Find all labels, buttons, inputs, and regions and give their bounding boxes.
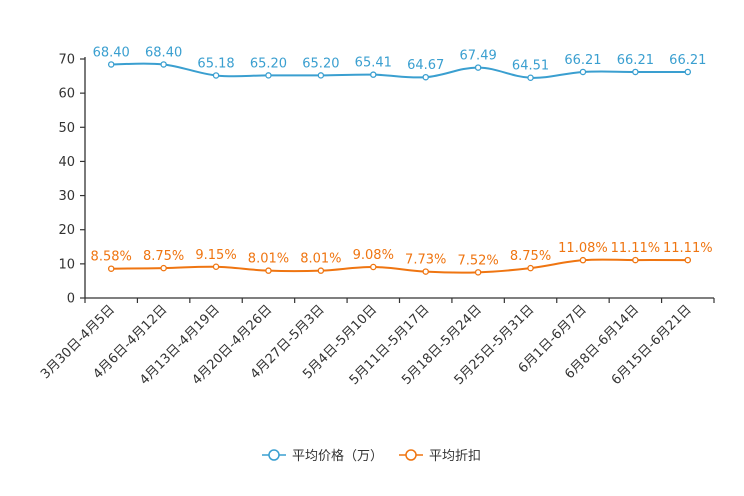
data-point[interactable]: [527, 74, 534, 81]
data-label: 65.18: [197, 56, 234, 71]
data-label: 64.67: [407, 58, 444, 73]
y-tick-label: 70: [58, 53, 75, 68]
y-tick-label: 30: [58, 189, 75, 204]
data-point[interactable]: [265, 267, 272, 274]
data-label: 9.15%: [195, 248, 236, 263]
data-label: 11.11%: [611, 241, 661, 256]
legend-item-avg-price[interactable]: 平均价格（万）: [262, 448, 383, 464]
y-tick-label: 10: [58, 257, 75, 272]
data-point[interactable]: [317, 267, 325, 274]
series-line-avg-discount: [111, 258, 688, 274]
y-tick-label: 20: [58, 223, 75, 238]
y-tick-label: 40: [58, 155, 75, 170]
data-label: 8.75%: [143, 249, 184, 264]
data-point[interactable]: [422, 73, 429, 81]
y-tick-label: 0: [67, 292, 75, 307]
legend-marker-icon: [405, 449, 417, 461]
data-point[interactable]: [107, 61, 115, 68]
legend-item-avg-discount[interactable]: 平均折扣: [399, 449, 481, 464]
data-point[interactable]: [632, 256, 639, 264]
data-point[interactable]: [474, 269, 482, 276]
data-point[interactable]: [212, 263, 220, 271]
data-label: 11.08%: [558, 241, 608, 256]
data-label: 7.52%: [457, 253, 498, 268]
series-group: [107, 61, 692, 276]
data-point[interactable]: [317, 72, 325, 79]
data-label: 8.01%: [248, 252, 289, 267]
data-label: 65.20: [302, 56, 339, 71]
data-label: 67.49: [460, 49, 497, 64]
data-point[interactable]: [160, 264, 167, 272]
data-label: 8.01%: [300, 252, 341, 267]
legend-label: 平均价格（万）: [292, 448, 383, 464]
x-axis-ticks: 3月30日-4月5日4月6日-4月12日4月13日-4月19日4月20日-4月2…: [38, 298, 715, 388]
data-point[interactable]: [422, 268, 429, 275]
data-point[interactable]: [212, 72, 220, 79]
y-axis-ticks: 0 10 20 30 40 50 60 70: [58, 53, 85, 307]
series-line-avg-price: [111, 62, 688, 79]
data-label: 66.21: [617, 53, 654, 68]
legend[interactable]: 平均价格（万） 平均折扣: [262, 448, 481, 464]
data-label: 8.75%: [510, 249, 551, 264]
data-label: 7.73%: [405, 253, 446, 268]
data-point[interactable]: [684, 68, 692, 76]
data-point[interactable]: [265, 72, 272, 79]
data-point[interactable]: [160, 61, 167, 68]
y-tick-label: 50: [58, 121, 75, 136]
data-label: 8.58%: [91, 250, 132, 265]
data-point[interactable]: [370, 71, 377, 78]
data-point[interactable]: [370, 263, 377, 271]
data-label: 68.40: [145, 45, 182, 60]
data-label: 65.41: [355, 56, 392, 71]
data-labels: 68.40 68.40 65.18 65.20 65.20 65.41 64.67 67.49…: [91, 45, 713, 268]
data-point[interactable]: [474, 64, 482, 71]
data-point[interactable]: [107, 265, 115, 272]
data-label: 66.21: [669, 53, 706, 68]
data-label: 64.51: [512, 59, 549, 74]
y-tick-label: 60: [58, 87, 75, 102]
legend-marker-icon: [268, 449, 280, 461]
data-point[interactable]: [632, 68, 639, 76]
data-label: 65.20: [250, 56, 287, 71]
legend-label: 平均折扣: [429, 449, 481, 464]
data-point[interactable]: [579, 68, 587, 76]
data-label: 68.40: [93, 45, 130, 60]
data-label: 11.11%: [663, 241, 713, 256]
data-point[interactable]: [684, 256, 692, 264]
data-label: 9.08%: [353, 248, 394, 263]
data-label: 66.21: [564, 53, 601, 68]
data-point[interactable]: [579, 256, 587, 264]
data-point[interactable]: [527, 264, 534, 272]
